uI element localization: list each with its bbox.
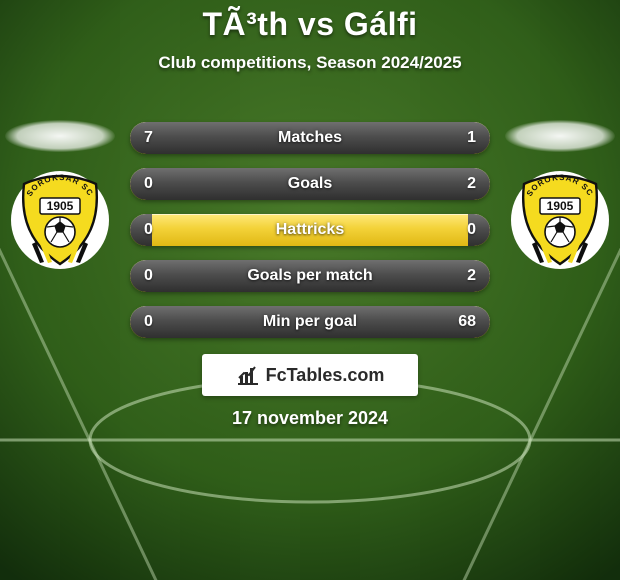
stat-row: Goals per match0 2: [130, 260, 490, 292]
bar-chart-icon: [236, 364, 260, 386]
club-highlight-right: [505, 120, 615, 152]
stat-value-left: 0: [144, 306, 153, 338]
stat-value-right: 1: [467, 122, 476, 154]
stat-value-left: 0: [144, 260, 153, 292]
fctables-attribution: FcTables.com: [202, 354, 418, 396]
stat-value-left: 7: [144, 122, 153, 154]
club-badge-left: SOROKSAR SC 1905: [10, 170, 110, 270]
svg-text:1905: 1905: [47, 199, 74, 213]
svg-text:1905: 1905: [547, 199, 574, 213]
stat-label: Matches: [130, 122, 490, 154]
stat-value-right: 68: [458, 306, 476, 338]
stat-value-right: 2: [467, 168, 476, 200]
page-title: TÃ³th vs Gálfi: [0, 6, 620, 43]
stat-row: Hattricks0 0: [130, 214, 490, 246]
stat-row: Matches7 1: [130, 122, 490, 154]
stat-value-left: 0: [144, 214, 153, 246]
fctables-label: FcTables.com: [266, 365, 385, 386]
stat-row: Goals0 2: [130, 168, 490, 200]
stat-label: Hattricks: [130, 214, 490, 246]
club-right: SOROKSAR SC 1905: [500, 120, 620, 270]
club-highlight-left: [5, 120, 115, 152]
stats-container: Matches71Goals02Hattricks00Goals per mat…: [130, 122, 490, 338]
stat-label: Min per goal: [130, 306, 490, 338]
stat-value-left: 0: [144, 168, 153, 200]
subtitle: Club competitions, Season 2024/2025: [0, 53, 620, 73]
stat-value-right: 2: [467, 260, 476, 292]
club-left: SOROKSAR SC 1905: [0, 120, 120, 270]
club-badge-right: SOROKSAR SC 1905: [510, 170, 610, 270]
stat-label: Goals: [130, 168, 490, 200]
date-label: 17 november 2024: [0, 408, 620, 429]
stat-value-right: 0: [467, 214, 476, 246]
stat-label: Goals per match: [130, 260, 490, 292]
stat-row: Min per goal0 68: [130, 306, 490, 338]
